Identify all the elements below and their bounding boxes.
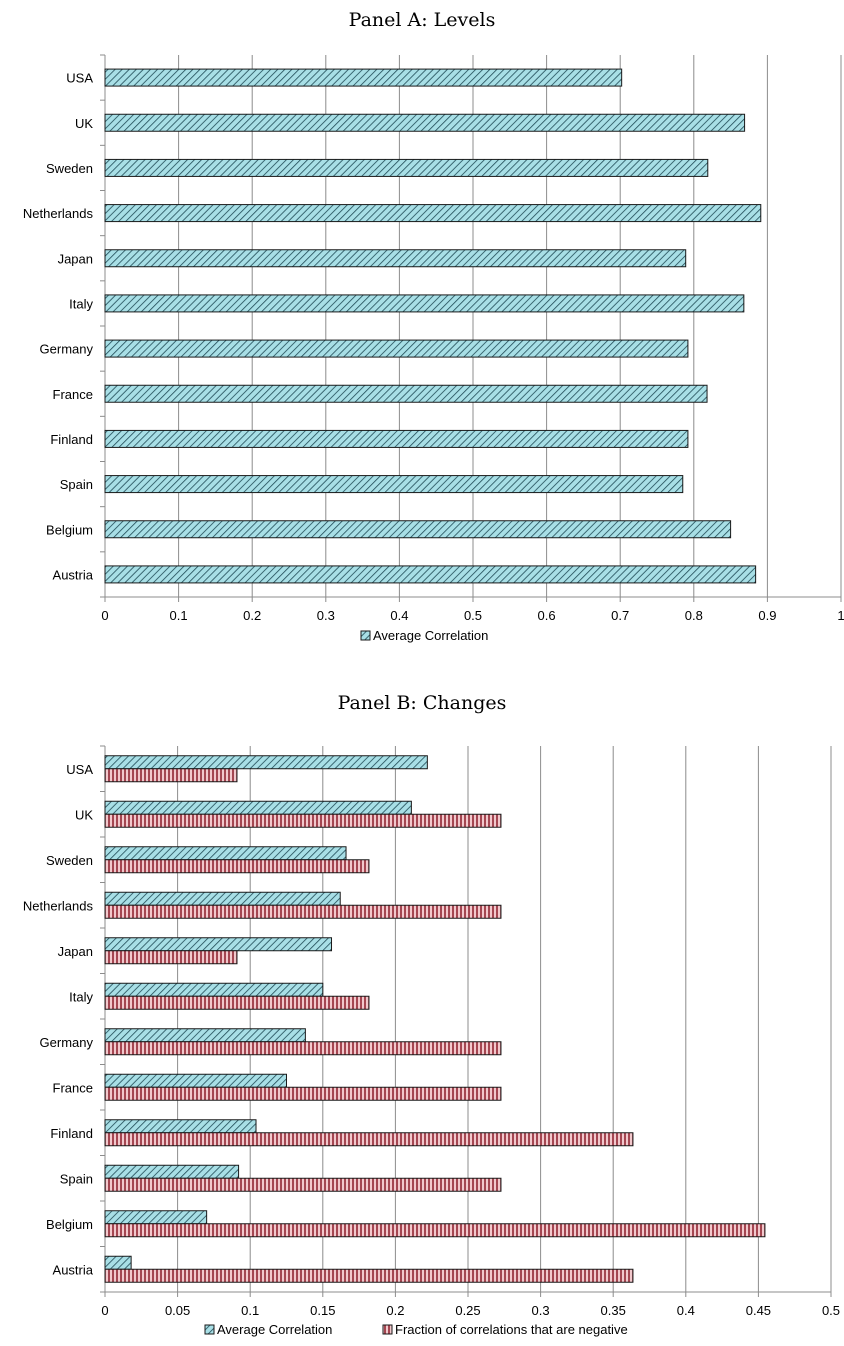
bar-average-correlation-italy [104, 294, 745, 313]
bar-average-correlation-sweden [104, 158, 709, 177]
bar-average-correlation-belgium [104, 520, 732, 539]
y-tick-label-germany: Germany [40, 1035, 94, 1050]
x-tick-label: 1 [837, 608, 844, 623]
y-tick-label-finland: Finland [50, 432, 93, 447]
bar-fraction-of-correlations-that-are-negative-belgium [104, 1223, 766, 1238]
y-tick-label-uk: UK [75, 807, 93, 822]
y-tick-label-germany: Germany [40, 342, 94, 357]
x-tick-label: 0.5 [464, 608, 482, 623]
y-tick-label-italy: Italy [69, 989, 93, 1004]
legend-swatch-average-correlation [360, 630, 371, 641]
bar-average-correlation-austria [104, 565, 757, 584]
y-tick-label-france: France [53, 1080, 93, 1095]
legend-label-fraction-of-correlations-that-are-negative: Fraction of correlations that are negati… [395, 1322, 628, 1337]
bar-fraction-of-correlations-that-are-negative-germany [104, 1041, 502, 1056]
bar-average-correlation-netherlands [104, 204, 762, 223]
bar-average-correlation-usa [104, 755, 428, 770]
bar-average-correlation-japan [104, 937, 333, 952]
x-tick-label: 0.1 [170, 608, 188, 623]
x-tick-label: 0.8 [685, 608, 703, 623]
y-tick-label-sweden: Sweden [46, 161, 93, 176]
y-tick-label-spain: Spain [60, 477, 93, 492]
x-tick-label: 0.7 [611, 608, 629, 623]
bar-fraction-of-correlations-that-are-negative-netherlands [104, 904, 502, 919]
bar-average-correlation-sweden [104, 846, 347, 861]
y-tick-label-japan: Japan [58, 251, 93, 266]
x-tick-label: 0.3 [532, 1303, 550, 1318]
bar-average-correlation-germany [104, 1028, 306, 1043]
x-tick-label: 0.4 [390, 608, 408, 623]
bar-average-correlation-japan [104, 249, 687, 268]
y-tick-label-belgium: Belgium [46, 1217, 93, 1232]
y-tick-label-austria: Austria [53, 1262, 94, 1277]
x-tick-label: 0 [101, 608, 108, 623]
bar-average-correlation-usa [104, 68, 623, 87]
bar-average-correlation-france [104, 384, 708, 403]
x-tick-label: 0.45 [746, 1303, 771, 1318]
bar-fraction-of-correlations-that-are-negative-spain [104, 1177, 502, 1192]
bar-fraction-of-correlations-that-are-negative-uk [104, 813, 502, 828]
y-tick-label-italy: Italy [69, 296, 93, 311]
bar-fraction-of-correlations-that-are-negative-sweden [104, 859, 370, 874]
bar-average-correlation-netherlands [104, 891, 341, 906]
x-tick-label: 0.05 [165, 1303, 190, 1318]
bar-average-correlation-uk [104, 113, 746, 132]
legend-label-average-correlation: Average Correlation [373, 628, 488, 643]
x-tick-label: 0.25 [455, 1303, 480, 1318]
panel-a-title: Panel A: Levels [348, 9, 496, 31]
y-tick-label-japan: Japan [58, 944, 93, 959]
y-tick-label-usa: USA [66, 762, 93, 777]
bar-average-correlation-belgium [104, 1210, 208, 1225]
bar-fraction-of-correlations-that-are-negative-usa [104, 768, 238, 783]
bar-average-correlation-finland [104, 1119, 257, 1134]
bar-average-correlation-finland [104, 429, 689, 448]
y-tick-label-austria: Austria [53, 567, 94, 582]
y-tick-label-spain: Spain [60, 1171, 93, 1186]
bar-average-correlation-austria [104, 1255, 132, 1270]
x-tick-label: 0 [101, 1303, 108, 1318]
panel-a-chart: 0 0.1 0.2 0.3 0.4 0.5 0.6 0.7 0.8 0.9 1 USA UK Sweden… [23, 54, 844, 643]
x-tick-label: 0.5 [822, 1303, 840, 1318]
bar-average-correlation-spain [104, 475, 684, 494]
bar-fraction-of-correlations-that-are-negative-italy [104, 995, 370, 1010]
bar-average-correlation-germany [104, 339, 689, 358]
y-tick-label-usa: USA [66, 71, 93, 86]
bar-fraction-of-correlations-that-are-negative-austria [104, 1268, 634, 1283]
y-tick-label-france: France [53, 387, 93, 402]
x-tick-label: 0.6 [538, 608, 556, 623]
bar-average-correlation-italy [104, 982, 324, 997]
x-tick-label: 0.9 [758, 608, 776, 623]
bar-fraction-of-correlations-that-are-negative-finland [104, 1132, 634, 1147]
bar-fraction-of-correlations-that-are-negative-france [104, 1086, 502, 1101]
legend-label-average-correlation: Average Correlation [217, 1322, 332, 1337]
x-tick-label: 0.2 [243, 608, 261, 623]
legend-swatch-average-correlation [204, 1324, 215, 1335]
y-tick-label-belgium: Belgium [46, 522, 93, 537]
y-tick-label-netherlands: Netherlands [23, 898, 94, 913]
panel-b-chart: 0 0.05 0.1 0.15 0.2 0.25 0.3 0.35 0.4 0.45 0.5 USA U… [23, 745, 840, 1337]
y-tick-label-uk: UK [75, 116, 93, 131]
bar-average-correlation-uk [104, 800, 412, 815]
x-tick-label: 0.15 [310, 1303, 335, 1318]
x-tick-label: 0.3 [317, 608, 335, 623]
bar-fraction-of-correlations-that-are-negative-japan [104, 950, 238, 965]
bar-average-correlation-france [104, 1073, 287, 1088]
y-tick-label-finland: Finland [50, 1126, 93, 1141]
x-tick-label: 0.1 [241, 1303, 259, 1318]
legend-swatch-fraction-of-correlations-that-are-negative [382, 1324, 393, 1335]
bar-average-correlation-spain [104, 1164, 240, 1179]
y-tick-label-netherlands: Netherlands [23, 206, 94, 221]
x-tick-label: 0.35 [601, 1303, 626, 1318]
x-tick-label: 0.4 [677, 1303, 695, 1318]
panel-b-title: Panel B: Changes [337, 692, 507, 714]
x-tick-label: 0.2 [386, 1303, 404, 1318]
y-tick-label-sweden: Sweden [46, 853, 93, 868]
